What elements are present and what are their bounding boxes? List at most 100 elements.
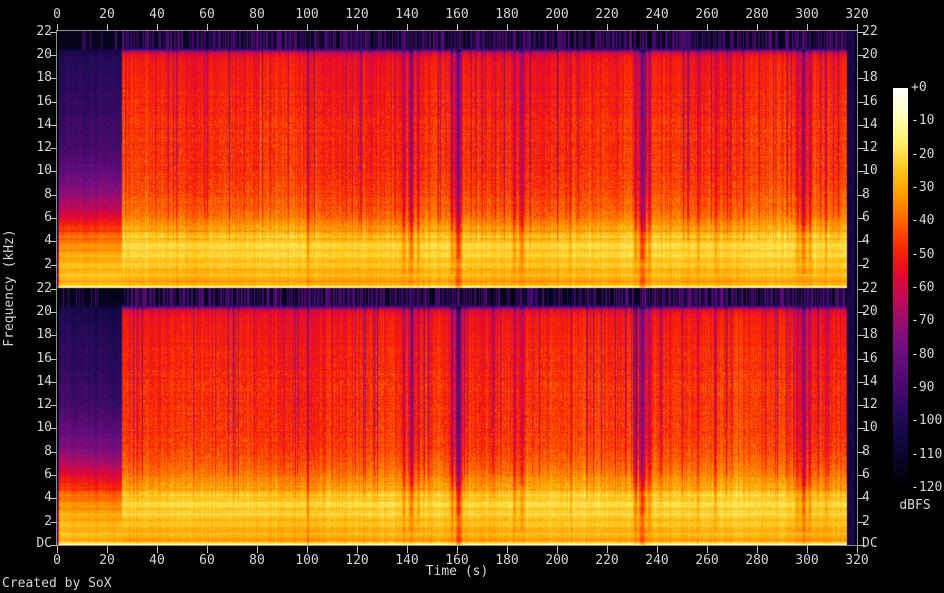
y-axis-right-tick (858, 148, 865, 149)
x-axis-top-tick (57, 24, 58, 31)
y-axis-left-tick-label: 22 (36, 281, 52, 296)
y-axis-right-tick (858, 289, 865, 290)
x-axis-top-tick (557, 24, 558, 31)
x-axis-top-tick (357, 24, 358, 31)
x-axis-bottom-tick-label: 300 (795, 553, 819, 568)
y-axis-left-tick (50, 218, 57, 219)
y-axis-left-tick (50, 289, 57, 290)
y-axis-left-tick (50, 475, 57, 476)
colorbar-tick-label: -100 (911, 413, 943, 429)
y-axis-right-tick-label: 4 (862, 233, 870, 248)
y-axis-left-tick-label: 2 (44, 514, 52, 529)
y-axis-right-tick (858, 241, 865, 242)
x-axis-top-tick (757, 24, 758, 31)
y-axis-right-tick (858, 78, 865, 79)
x-axis-top-tick (207, 24, 208, 31)
y-axis-right-tick-label: 22 (862, 281, 878, 296)
y-axis-left-tick-label: 16 (36, 94, 52, 109)
y-axis-left-tick-label: 20 (36, 47, 52, 62)
x-axis-top-tick-label: 80 (249, 7, 265, 22)
y-axis-right-tick-label: 8 (862, 187, 870, 202)
spectrogram-canvas (57, 31, 857, 545)
y-axis-left-dc-tick (50, 545, 57, 546)
colorbar-gradient (893, 88, 908, 488)
y-axis-right-dc-label: DC (862, 536, 878, 551)
y-axis-right-tick (858, 265, 865, 266)
colorbar-tick-label: -10 (911, 113, 935, 129)
x-axis-top-tick (307, 24, 308, 31)
y-axis-right-tick-label: 16 (862, 94, 878, 109)
y-axis-right-tick (858, 522, 865, 523)
y-axis-left-tick (50, 405, 57, 406)
y-axis-left-tick (50, 195, 57, 196)
x-axis-top-tick (607, 24, 608, 31)
x-axis-bottom-tick-label: 240 (645, 553, 669, 568)
x-axis-top-tick-label: 140 (395, 7, 419, 22)
x-axis-top-tick-label: 220 (595, 7, 619, 22)
x-axis-bottom-tick-label: 120 (345, 553, 369, 568)
x-axis-bottom-tick-label: 140 (395, 553, 419, 568)
y-axis-left-tick (50, 148, 57, 149)
x-axis-bottom-tick-label: 320 (845, 553, 869, 568)
x-axis-bottom-tick (557, 546, 558, 553)
y-axis-right-tick (858, 312, 865, 313)
y-axis-right-tick (858, 335, 865, 336)
y-axis-left-tick (50, 241, 57, 242)
x-axis-bottom-tick-label: 260 (695, 553, 719, 568)
y-axis-left-tick-label: 8 (44, 444, 52, 459)
y-axis-right-tick (858, 171, 865, 172)
y-axis-right-tick-label: 4 (862, 490, 870, 505)
colorbar-tick-label: -20 (911, 146, 935, 162)
x-axis-bottom-tick-label: 180 (495, 553, 519, 568)
y-axis-right-tick-label: 20 (862, 304, 878, 319)
y-axis-left-tick (50, 335, 57, 336)
colorbar-tick-label: -30 (911, 180, 935, 195)
y-axis-right-tick-label: 6 (862, 467, 870, 482)
x-axis-top-tick (707, 24, 708, 31)
x-axis-bottom-tick (707, 546, 708, 553)
x-axis-bottom-tick (107, 546, 108, 553)
x-axis-top-tick-label: 200 (545, 7, 569, 22)
colorbar-tick-label: -90 (911, 380, 935, 395)
x-axis-bottom-tick-label: 280 (745, 553, 769, 568)
x-axis-bottom-tick-label: 160 (445, 553, 469, 568)
x-axis-bottom-tick-label: 100 (295, 553, 319, 568)
x-axis-top-tick-label: 40 (149, 7, 165, 22)
sox-credit: Created by SoX (2, 576, 112, 591)
y-axis-left-tick-label: 10 (36, 420, 52, 435)
x-axis-top-tick-label: 320 (845, 7, 869, 22)
colorbar-tick-label: -110 (911, 446, 943, 462)
y-axis-right-tick-label: 8 (862, 444, 870, 459)
y-axis-left-tick (50, 428, 57, 429)
x-axis-top-tick (157, 24, 158, 31)
x-axis-top-tick-label: 160 (445, 7, 469, 22)
x-axis-top-tick-label: 280 (745, 7, 769, 22)
y-axis-right-tick-label: 14 (862, 117, 878, 132)
y-axis-left-tick-label: 22 (36, 24, 52, 39)
y-axis-left-tick-label: 14 (36, 117, 52, 132)
x-axis-top-tick (507, 24, 508, 31)
x-axis-top-tick (107, 24, 108, 31)
y-axis-left-tick-label: 18 (36, 327, 52, 342)
y-axis-left-tick-label: 4 (44, 490, 52, 505)
y-axis-left-tick (50, 55, 57, 56)
y-axis-right-tick (858, 55, 865, 56)
x-axis-bottom-tick-label: 40 (149, 553, 165, 568)
y-axis-left-tick-label: 4 (44, 233, 52, 248)
y-axis-right-tick (858, 452, 865, 453)
y-axis-left-tick-label: 12 (36, 140, 52, 155)
y-axis-right-tick-label: 18 (862, 70, 878, 85)
y-axis-right-tick (858, 428, 865, 429)
y-axis-right-tick (858, 359, 865, 360)
y-axis-right-tick-label: 22 (862, 24, 878, 39)
x-axis-top-tick (657, 24, 658, 31)
x-axis-top-tick-label: 100 (295, 7, 319, 22)
y-axis-right-tick-label: 10 (862, 420, 878, 435)
colorbar-tick-label: -40 (911, 213, 935, 229)
y-axis-left-tick-label: 10 (36, 163, 52, 178)
x-axis-top-tick (407, 24, 408, 31)
y-axis-left-tick (50, 522, 57, 523)
y-axis-left-tick-label: 14 (36, 374, 52, 389)
y-axis-left-tick-label: 6 (44, 210, 52, 225)
